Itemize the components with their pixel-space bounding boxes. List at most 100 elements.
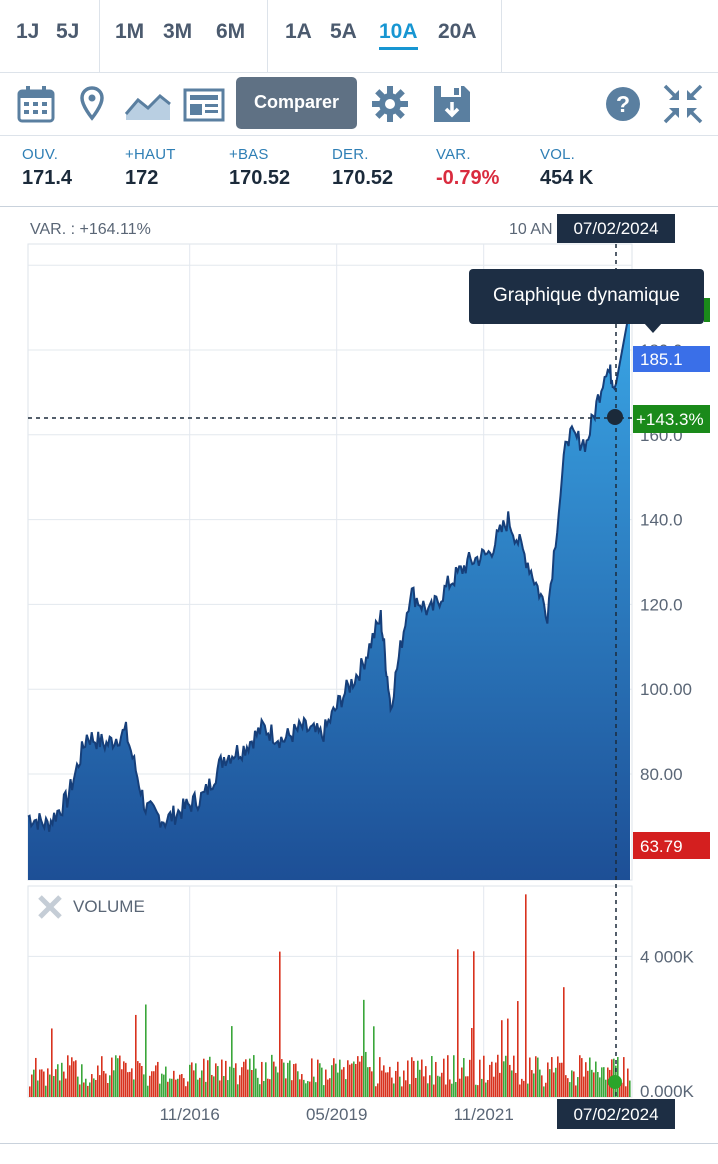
- volume-bar: [431, 1056, 433, 1097]
- volume-bar: [239, 1075, 241, 1097]
- volume-bar: [499, 1072, 501, 1097]
- period-3m-button[interactable]: 3M: [163, 20, 193, 43]
- cursor-change-badge: [633, 405, 710, 433]
- volume-bar: [391, 1077, 393, 1097]
- volume-bar: [493, 1076, 495, 1097]
- volume-bar: [113, 1070, 115, 1097]
- volume-bar: [421, 1059, 423, 1097]
- volume-bar: [621, 1082, 623, 1097]
- stat-label: DER.: [332, 146, 369, 163]
- volume-bar: [501, 1020, 503, 1097]
- collapse-icon[interactable]: [661, 82, 705, 126]
- time-tick-label: 11/2016: [160, 1105, 220, 1124]
- volume-bar: [583, 1076, 585, 1097]
- volume-bar: [47, 1068, 49, 1097]
- volume-bar: [49, 1074, 51, 1097]
- period-20a-button[interactable]: 20A: [438, 20, 477, 43]
- stat-volume: VOL. 454 K: [540, 146, 593, 190]
- stat-value: 170.52: [332, 167, 394, 189]
- volume-bar: [489, 1064, 491, 1097]
- news-icon[interactable]: [182, 82, 226, 126]
- volume-bar: [507, 1018, 509, 1097]
- volume-bar: [369, 1067, 371, 1097]
- volume-bar: [91, 1074, 93, 1097]
- period-1m-button[interactable]: 1M: [115, 20, 145, 43]
- save-icon[interactable]: [430, 82, 474, 126]
- stat-label: OUV.: [22, 146, 59, 163]
- area-chart-icon[interactable]: [124, 82, 172, 126]
- volume-bar: [481, 1078, 483, 1097]
- period-1j-button[interactable]: 1J: [16, 20, 40, 43]
- volume-bar: [293, 1064, 295, 1097]
- volume-bar: [163, 1074, 165, 1097]
- price-tick-label: 120.0: [640, 595, 683, 614]
- volume-bar: [173, 1070, 175, 1097]
- volume-bar: [623, 1057, 625, 1097]
- volume-bar: [447, 1055, 449, 1097]
- volume-bar: [569, 1082, 571, 1097]
- volume-bar: [175, 1079, 177, 1097]
- volume-bar: [377, 1083, 379, 1097]
- crosshair-point[interactable]: [607, 409, 623, 425]
- volume-bar: [281, 1059, 283, 1097]
- volume-bar: [589, 1057, 591, 1097]
- volume-bar: [211, 1074, 213, 1097]
- volume-bar: [539, 1069, 541, 1097]
- volume-bar: [575, 1085, 577, 1097]
- calendar-icon[interactable]: [14, 82, 58, 126]
- volume-bar: [155, 1065, 157, 1097]
- volume-bar: [571, 1070, 573, 1097]
- period-5j-button[interactable]: 5J: [56, 20, 80, 43]
- map-pin-icon[interactable]: [70, 82, 114, 126]
- cursor-date-bottom: 07/02/2024: [573, 1105, 658, 1124]
- volume-bar: [523, 1080, 525, 1097]
- volume-bar: [411, 1057, 413, 1097]
- period-1a-button[interactable]: 1A: [285, 20, 312, 43]
- volume-bar: [443, 1058, 445, 1097]
- volume-bar: [95, 1079, 97, 1097]
- volume-bar: [233, 1067, 235, 1097]
- volume-bar: [131, 1068, 133, 1097]
- volume-bar: [301, 1074, 303, 1097]
- volume-bar: [505, 1055, 507, 1097]
- volume-bar: [199, 1077, 201, 1097]
- volume-bar: [247, 1069, 249, 1097]
- volume-bar: [119, 1055, 121, 1097]
- volume-bar: [193, 1070, 195, 1097]
- volume-bar: [183, 1078, 185, 1097]
- volume-bar: [97, 1065, 99, 1097]
- volume-bar: [313, 1076, 315, 1097]
- volume-bar: [157, 1061, 159, 1097]
- period-6m-button[interactable]: 6M: [216, 20, 246, 43]
- volume-bar: [605, 1079, 607, 1097]
- dynamic-chart-tooltip: Graphique dynamique: [469, 269, 704, 333]
- volume-bar: [67, 1055, 69, 1097]
- volume-bar: [273, 1061, 275, 1097]
- volume-bar: [291, 1080, 293, 1097]
- volume-bar: [337, 1072, 339, 1097]
- volume-bar: [99, 1075, 101, 1097]
- volume-bar: [135, 1014, 137, 1097]
- period-10a-button[interactable]: 10A: [379, 20, 418, 50]
- volume-bar: [607, 1067, 609, 1097]
- volume-bar: [133, 1079, 135, 1097]
- volume-bar: [269, 1079, 271, 1097]
- volume-close-icon[interactable]: [38, 895, 62, 919]
- gear-icon[interactable]: [368, 82, 412, 126]
- volume-bar: [513, 1055, 515, 1097]
- volume-bar: [409, 1084, 411, 1097]
- volume-bar: [101, 1056, 103, 1097]
- volume-bar: [331, 1065, 333, 1097]
- volume-bar: [207, 1060, 209, 1097]
- period-5a-button[interactable]: 5A: [330, 20, 357, 43]
- volume-bar: [425, 1066, 427, 1097]
- period-group-days: 1J 5J: [0, 0, 100, 72]
- volume-bar: [87, 1085, 89, 1097]
- volume-bar: [51, 1028, 53, 1097]
- help-icon[interactable]: ?: [601, 82, 645, 126]
- compare-button[interactable]: Comparer: [236, 77, 357, 129]
- volume-bar: [251, 1070, 253, 1097]
- volume-bar: [347, 1060, 349, 1097]
- volume-bar: [357, 1056, 359, 1097]
